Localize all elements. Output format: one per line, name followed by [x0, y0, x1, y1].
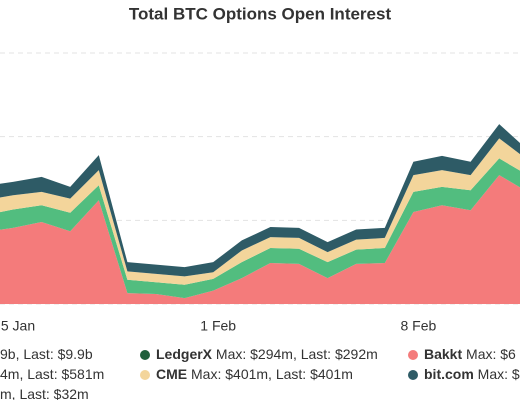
x-tick-label: 1 Feb	[200, 318, 236, 334]
legend-marker	[140, 370, 150, 380]
area	[0, 175, 520, 304]
chart-title: Total BTC Options Open Interest	[129, 4, 392, 23]
legend-detail: Max: $401m, Last: $401m	[187, 366, 353, 382]
legend-detail: Max: $294m, Last: $292m	[212, 346, 378, 362]
legend-entry: bit.com Max: $	[424, 366, 520, 382]
legend-marker	[408, 350, 418, 360]
legend-entry: 9b, Last: $9.9b	[0, 346, 93, 362]
legend-entry: LedgerX Max: $294m, Last: $292m	[156, 346, 378, 362]
legend-detail: Max: $6	[462, 346, 516, 362]
legend-marker	[140, 350, 150, 360]
legend-detail: 4m, Last: $581m	[0, 366, 104, 382]
legend-marker	[408, 370, 418, 380]
x-tick-label: 8 Feb	[400, 318, 436, 334]
legend-entry: Bakkt Max: $6	[424, 346, 516, 362]
x-tick-label: 5 Jan	[1, 318, 35, 334]
legend-name: bit.com	[424, 366, 474, 382]
legend-name: LedgerX	[156, 346, 213, 362]
legend-entry: m, Last: $32m	[0, 386, 89, 400]
legend-detail: m, Last: $32m	[0, 386, 89, 400]
legend-entry: CME Max: $401m, Last: $401m	[156, 366, 353, 382]
legend-detail: Max: $	[474, 366, 520, 382]
legend-entry: 4m, Last: $581m	[0, 366, 104, 382]
legend-detail: 9b, Last: $9.9b	[0, 346, 93, 362]
legend-name: CME	[156, 366, 187, 382]
legend-name: Bakkt	[424, 346, 462, 362]
